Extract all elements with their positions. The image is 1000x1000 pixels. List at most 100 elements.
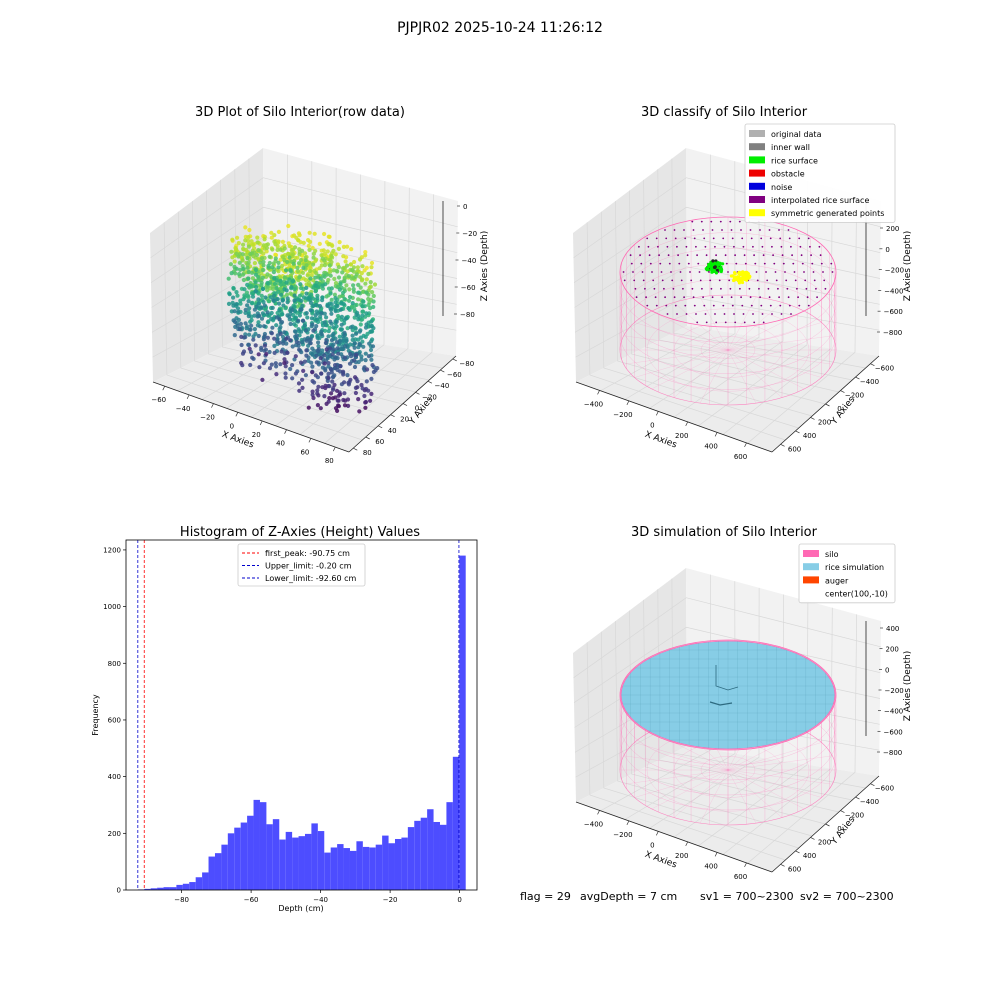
panel1-point xyxy=(363,351,368,356)
panel1-point xyxy=(342,275,347,280)
panel1-point xyxy=(310,346,315,351)
panel3-y-tick-label: 1000 xyxy=(103,603,121,611)
panel2-symmetric-point xyxy=(741,275,745,279)
panel1-point xyxy=(265,320,270,325)
panel1-y-tick-label: 60 xyxy=(375,438,384,446)
panel1-point xyxy=(300,270,305,275)
panel2-interp-dot xyxy=(830,262,833,265)
panel1-point xyxy=(329,391,334,396)
panel2-interp-dot xyxy=(630,262,633,265)
panel1-point xyxy=(313,275,318,280)
panel1-point xyxy=(326,334,331,339)
panel1-point xyxy=(304,263,309,268)
panel1-point xyxy=(234,251,239,256)
panel2-interp-dot xyxy=(680,279,683,282)
panel3-bar xyxy=(433,821,440,890)
panel4-x-label: X Axies xyxy=(643,850,678,871)
panel1-point xyxy=(299,298,304,303)
panel2-interp-dot xyxy=(796,287,798,290)
panel1-point xyxy=(272,281,278,286)
panel1-point xyxy=(329,286,334,291)
panel4-y-tick-label: 0 xyxy=(837,825,841,833)
panel2-interp-dot xyxy=(714,313,716,315)
panel1-point xyxy=(355,265,360,270)
panel1-point xyxy=(277,308,282,313)
panel1-point xyxy=(269,230,274,235)
panel1-point xyxy=(329,302,334,307)
panel2-interp-dot xyxy=(769,304,772,307)
panel1-point xyxy=(333,363,338,368)
panel1-point xyxy=(302,323,307,328)
panel1-point xyxy=(322,320,327,325)
panel1-point xyxy=(297,313,302,318)
panel4-y-tick-label: 400 xyxy=(803,852,816,860)
panel4-z-tick-label: −800 xyxy=(883,749,902,757)
panel1-point xyxy=(309,273,314,278)
panel1-point xyxy=(337,287,342,292)
panel1-point xyxy=(274,285,279,291)
panel1-point xyxy=(232,309,237,314)
panel2-interp-dot xyxy=(691,220,694,223)
panel1-point xyxy=(254,252,259,257)
panel3-y-tick-label: 1200 xyxy=(103,546,121,554)
panel1-point xyxy=(245,293,250,298)
panel1-x-tick-label: 0 xyxy=(230,422,234,430)
panel4-floor-spoke xyxy=(634,742,729,771)
panel1-point xyxy=(264,249,269,254)
panel1-point xyxy=(357,329,362,334)
panel2-interp-dot xyxy=(787,229,790,231)
panel4-y-tick-label: 200 xyxy=(818,838,831,846)
panel4-legend-label: rice simulation xyxy=(825,563,884,572)
panel1-title: 3D Plot of Silo Interior(row data) xyxy=(195,105,405,120)
panel1-point xyxy=(364,311,369,316)
panel1-point xyxy=(226,276,231,281)
panel3-bar xyxy=(202,872,209,890)
panel1-point xyxy=(369,329,374,334)
panel2-rice-point xyxy=(721,262,725,266)
panel1-point xyxy=(332,292,337,297)
panel3-bar xyxy=(427,809,434,890)
panel1-point xyxy=(290,376,295,381)
panel2-z-tick-label: −200 xyxy=(885,267,904,275)
panel2-interp-dot xyxy=(759,229,761,231)
panel1-point xyxy=(235,235,240,240)
panel1-point xyxy=(357,409,362,414)
panel2-interp-dot xyxy=(798,237,801,240)
panel1-point xyxy=(294,333,299,338)
panel1-point xyxy=(287,314,292,319)
panel2-interp-dot xyxy=(708,271,710,273)
panel4-z-tick-label: 200 xyxy=(886,646,899,654)
panel1-point xyxy=(328,273,333,278)
panel4-z-label: Z Axies (Depth) xyxy=(903,651,913,722)
panel1-point xyxy=(345,373,350,378)
panel2-interp-dot xyxy=(792,262,795,265)
panel1-point xyxy=(280,334,286,339)
panel1-point xyxy=(297,293,302,298)
panel2-classified-blobs xyxy=(704,259,752,285)
panel1-point xyxy=(324,347,329,352)
panel2-interp-dot xyxy=(689,271,691,273)
panel1-point xyxy=(314,309,319,314)
panel2-interp-dot xyxy=(741,237,744,240)
panel4-x-tick-label: 0 xyxy=(650,841,654,849)
panel1-point xyxy=(279,320,285,325)
panel1-point xyxy=(308,337,313,342)
panel2-x-tick-label: −400 xyxy=(584,400,603,408)
panel2-legend-swatch xyxy=(749,182,765,190)
panel1-y-tick-label: 40 xyxy=(388,427,397,435)
panel1-point xyxy=(326,371,331,376)
panel2-floor-spoke xyxy=(727,310,805,351)
panel1-point xyxy=(342,279,347,284)
panel2-interp-dot xyxy=(731,237,734,240)
panel1-point xyxy=(292,233,297,238)
panel1-point xyxy=(259,345,264,350)
panel1-point xyxy=(313,283,318,288)
panel1-point xyxy=(327,241,332,247)
panel1-point xyxy=(234,290,239,295)
panel3-bar xyxy=(157,887,164,890)
panel3-bar xyxy=(446,802,453,890)
panel2-z-tick-label: −800 xyxy=(883,329,902,337)
panel4-z-tick-label: −600 xyxy=(884,728,903,736)
panel1-y-tick-label: −60 xyxy=(447,371,462,379)
panel1-point xyxy=(272,336,277,341)
